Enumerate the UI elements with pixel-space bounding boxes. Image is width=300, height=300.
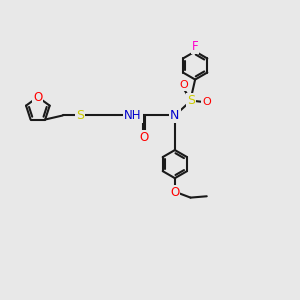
Text: S: S bbox=[76, 109, 84, 122]
Text: O: O bbox=[139, 130, 148, 144]
Text: NH: NH bbox=[124, 109, 142, 122]
Text: N: N bbox=[170, 109, 180, 122]
Text: O: O bbox=[33, 91, 43, 103]
Text: O: O bbox=[179, 80, 188, 90]
Text: O: O bbox=[170, 186, 179, 199]
Text: O: O bbox=[202, 97, 211, 107]
Text: S: S bbox=[187, 94, 195, 107]
Text: F: F bbox=[192, 40, 198, 53]
